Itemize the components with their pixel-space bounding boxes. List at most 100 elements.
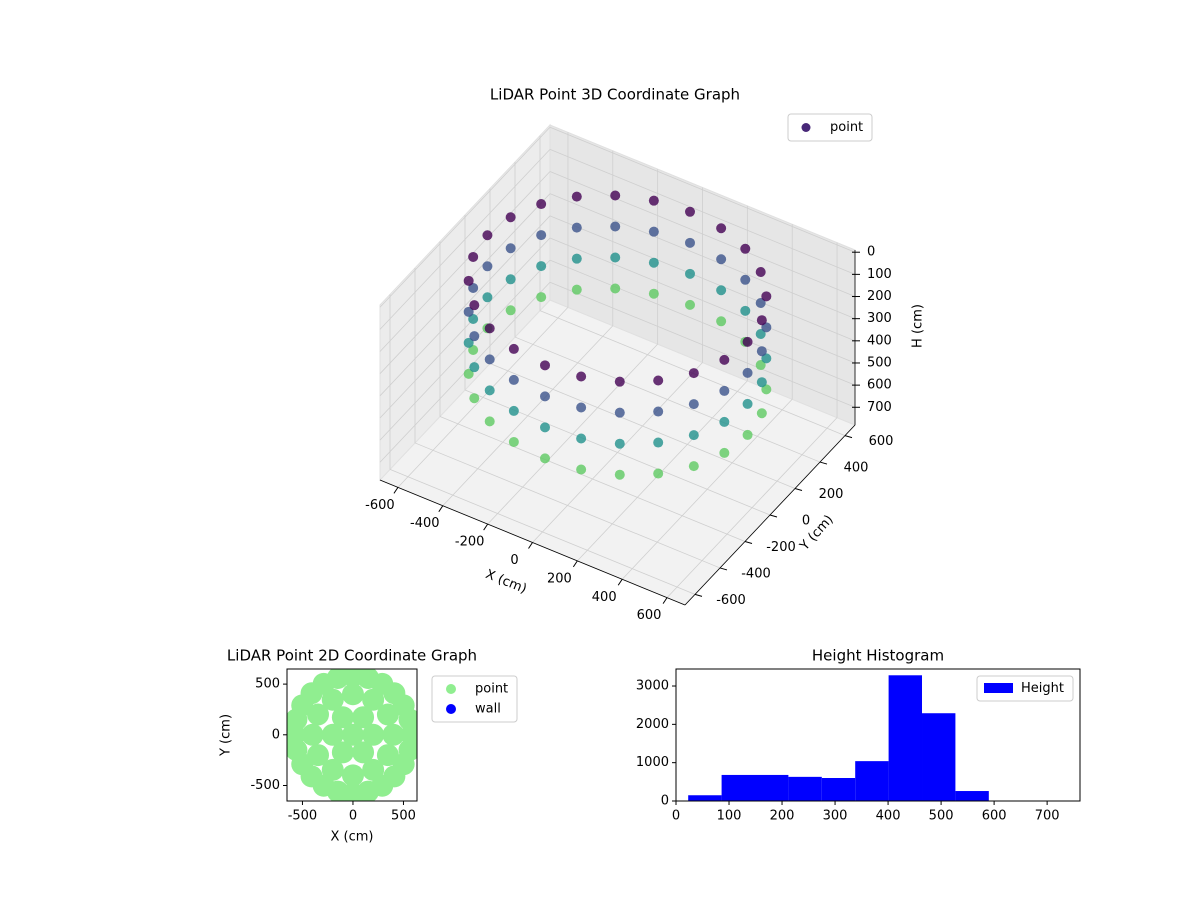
point (653, 406, 664, 417)
point (761, 322, 772, 333)
grid-line (379, 259, 551, 441)
point (508, 374, 519, 385)
bar (922, 713, 956, 801)
point (508, 343, 519, 354)
y-tick-label: 2000 (636, 717, 669, 732)
x-tick (528, 542, 533, 549)
grid-line (379, 126, 551, 308)
point (742, 398, 753, 409)
axes-frame (675, 668, 1081, 802)
z-tick-label: 300 (867, 311, 892, 326)
x-tick-label: 500 (391, 809, 416, 824)
y-tick-label: 200 (819, 487, 844, 502)
x-tick-label: 400 (592, 590, 617, 605)
point (468, 313, 479, 324)
legend-box (976, 675, 1074, 702)
grid-line (549, 171, 856, 297)
y-tick-label: 0 (661, 794, 669, 809)
point (505, 212, 516, 223)
point (688, 430, 699, 441)
point (648, 257, 659, 268)
z-tick-label: 500 (867, 355, 892, 370)
point (653, 375, 664, 386)
point (463, 306, 474, 317)
point (571, 222, 582, 233)
title: Height Histogram (812, 647, 944, 665)
point (740, 243, 751, 254)
y-tick (744, 540, 753, 544)
point (716, 223, 727, 234)
legend-label: point (830, 120, 863, 135)
point (536, 261, 547, 272)
point (653, 468, 664, 479)
bar (788, 776, 822, 801)
title: LiDAR Point 3D Coordinate Graph (490, 86, 740, 104)
point (484, 416, 495, 427)
point (653, 437, 664, 448)
x-tick-label: 600 (982, 809, 1007, 824)
grid-line (514, 336, 821, 463)
x-tick (662, 597, 668, 604)
y-tick (819, 461, 828, 465)
y-tick-label: 3000 (636, 679, 669, 694)
y-tick-label: -500 (250, 778, 280, 793)
point (505, 305, 516, 316)
point (716, 285, 727, 296)
point (341, 764, 364, 787)
z-tick-label: 200 (867, 289, 892, 304)
grid-line (549, 126, 856, 253)
point (352, 741, 375, 764)
x-tick-label: -500 (288, 809, 318, 824)
y-tick-label: -600 (716, 593, 746, 608)
point (610, 221, 621, 232)
point (740, 305, 751, 316)
point (685, 268, 695, 279)
point (469, 300, 480, 311)
bar (821, 778, 856, 801)
point (341, 723, 364, 746)
point (463, 368, 474, 379)
grid-line (379, 149, 551, 330)
y-tick (719, 567, 728, 571)
grid-line (439, 416, 746, 542)
legend-marker (984, 683, 1013, 693)
point (761, 384, 772, 395)
point (576, 371, 587, 382)
x-tick (483, 523, 489, 531)
point (321, 758, 344, 781)
point (484, 354, 495, 365)
x-tick (393, 487, 399, 494)
point (301, 723, 324, 746)
z-tick-label: 0 (867, 245, 875, 260)
x-axis-label: X (cm) (483, 567, 528, 597)
grid-line (549, 148, 856, 275)
point (536, 199, 547, 210)
grid-line (379, 215, 551, 397)
point (742, 336, 753, 347)
grid-line (389, 469, 696, 595)
point (688, 461, 699, 472)
point (307, 744, 330, 767)
z-tick-label: 100 (867, 267, 892, 282)
legend-label: Height (1021, 681, 1064, 696)
point (755, 298, 766, 309)
point (576, 464, 587, 475)
y-tick-label: 1000 (636, 755, 669, 770)
bar (888, 675, 923, 801)
point (307, 703, 330, 726)
point (398, 739, 417, 762)
y-tick-label: 600 (869, 434, 894, 449)
grid-line (549, 281, 856, 408)
x-tick (438, 505, 444, 513)
grid-line (414, 442, 721, 569)
point (719, 354, 730, 365)
point (614, 376, 625, 387)
point (469, 393, 480, 404)
x-tick (617, 578, 623, 586)
x-tick-label: -600 (365, 498, 395, 513)
grid-line (379, 237, 551, 419)
point (688, 399, 699, 410)
point (508, 405, 519, 416)
grid-line (549, 259, 856, 386)
point (536, 230, 547, 241)
